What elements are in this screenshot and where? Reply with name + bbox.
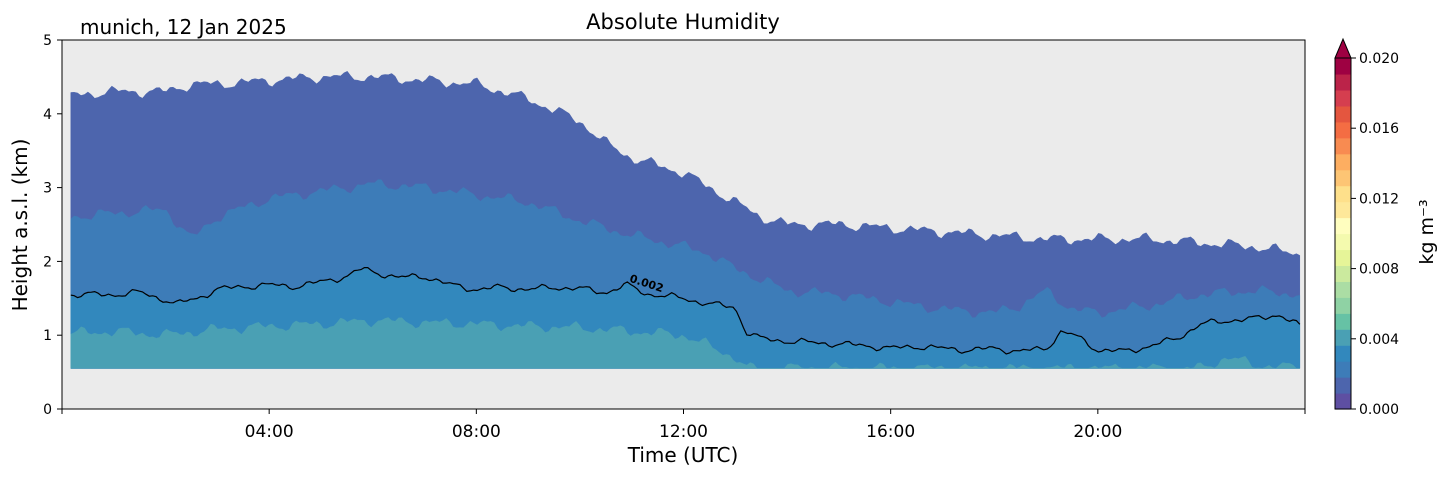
x-axis: 04:00 08:00 12:00 16:00 20:00: [61, 409, 1306, 442]
colorbar-segment: [1335, 345, 1351, 362]
colorbar-segment: [1335, 121, 1351, 139]
colorbar-segment: [1335, 169, 1351, 187]
colorbar-segment: [1335, 73, 1351, 91]
colorbar-segment: [1335, 297, 1351, 314]
colorbar-segment: [1335, 361, 1351, 378]
colorbar-segment: [1335, 233, 1351, 251]
y-tick-label: 0: [43, 402, 52, 418]
colorbar-segment: [1335, 217, 1351, 235]
y-tick-label: 5: [43, 33, 52, 49]
x-axis-label: Time (UTC): [627, 443, 739, 467]
colorbar-segment: [1335, 185, 1351, 203]
corner-label: munich, 12 Jan 2025: [80, 15, 287, 39]
colorbar-frame: [1334, 57, 1352, 410]
y-tick-label: 3: [43, 181, 52, 197]
colorbar-tick-label: 0.000: [1359, 402, 1399, 418]
colorbar-segment: [1335, 201, 1351, 219]
plot-area: 0.002: [62, 40, 1305, 409]
colorbar-segment: [1335, 89, 1351, 107]
colorbar-segment: [1335, 265, 1351, 282]
x-tick-label: 16:00: [866, 422, 915, 442]
colorbar-segment: [1335, 137, 1351, 155]
contour-fills: [70, 70, 1301, 369]
y-axis-label: Height a.s.l. (km): [8, 139, 32, 312]
colorbar-tick-label: 0.020: [1359, 51, 1399, 67]
y-tick-label: 4: [43, 107, 52, 123]
colorbar-segment: [1335, 313, 1351, 330]
colorbar-segment: [1335, 105, 1351, 123]
y-axis: 0 1 2 3 4 5: [43, 33, 62, 418]
y-tick-label: 1: [43, 328, 52, 344]
colorbar-tick-label: 0.016: [1359, 121, 1399, 137]
colorbar-segment: [1335, 377, 1351, 394]
colorbar-tick-label: 0.004: [1359, 332, 1399, 348]
colorbar-extend-arrow: [1334, 37, 1352, 59]
y-tick-label: 2: [43, 254, 52, 270]
x-tick-label: 20:00: [1073, 422, 1122, 442]
colorbar-segment: [1335, 329, 1351, 346]
colorbar: 0.000 0.004 0.008 0.012 0.016 0.020: [1334, 37, 1399, 418]
chart-title: Absolute Humidity: [586, 10, 780, 34]
colorbar-tick-label: 0.008: [1359, 262, 1399, 278]
contour-line-0.002: [70, 267, 1301, 355]
colorbar-segment: [1335, 58, 1351, 75]
colorbar-segment: [1335, 249, 1351, 266]
colorbar-label: kg m⁻³: [1416, 199, 1438, 264]
x-tick-label: 04:00: [245, 422, 294, 442]
x-tick-label: 08:00: [452, 422, 501, 442]
contour-fill-0.003-0.004: [70, 317, 1300, 369]
colorbar-segment: [1335, 393, 1351, 410]
colorbar-segment: [1335, 153, 1351, 171]
colorbar-tick-label: 0.012: [1359, 191, 1399, 207]
x-tick-label: 12:00: [659, 422, 708, 442]
colorbar-segment: [1335, 281, 1351, 298]
